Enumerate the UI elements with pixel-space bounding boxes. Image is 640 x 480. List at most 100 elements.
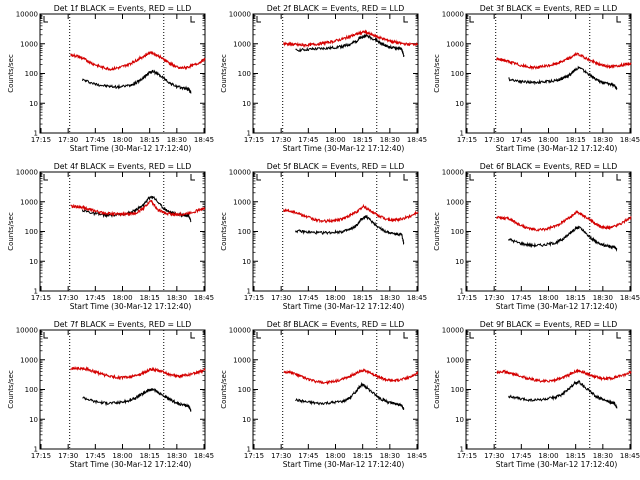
x-tick-label: 18:15 — [353, 452, 373, 460]
y-tick-label: 1 — [34, 130, 38, 138]
x-tick-label: 17:45 — [511, 136, 531, 144]
x-tick-label: 18:15 — [140, 452, 160, 460]
y-tick-label: 10 — [455, 416, 464, 424]
y-tick-label: 10000 — [442, 169, 464, 177]
x-tick-label: 17:45 — [85, 136, 105, 144]
detector-panel-9: Det 9f BLACK = Events, RED = LLD 1 10 100 10… — [433, 320, 640, 469]
detector-panel-7: Det 7f BLACK = Events, RED = LLD 1 10 100 10… — [7, 320, 214, 469]
y-tick-label: 100 — [25, 70, 38, 78]
y-tick-label: 1000 — [446, 356, 464, 364]
x-tick-label: 18:00 — [538, 136, 558, 144]
x-tick-label: 17:30 — [484, 452, 504, 460]
x-tick-label: 17:30 — [58, 294, 78, 302]
events-series-line — [508, 225, 618, 252]
x-tick-label: 18:45 — [194, 294, 214, 302]
x-tick-label: 17:45 — [298, 136, 318, 144]
x-tick-label: 17:45 — [85, 452, 105, 460]
y-tick-label: 10 — [455, 100, 464, 108]
x-axis-label: Start Time (30-Mar-12 17:12:40) — [283, 144, 405, 153]
y-tick-label: 1 — [247, 446, 251, 454]
y-tick-label: 10 — [455, 258, 464, 266]
plot-frame — [39, 329, 206, 450]
y-tick-label: 10000 — [229, 169, 251, 177]
x-tick-label: 17:30 — [271, 452, 291, 460]
plot-frame — [465, 329, 632, 450]
x-tick-label: 17:15 — [457, 452, 477, 460]
x-axis-label: Start Time (30-Mar-12 17:12:40) — [496, 460, 618, 469]
plot-frame — [39, 13, 206, 134]
detector-panel-4: Det 4f BLACK = Events, RED = LLD 1 10 100 10… — [7, 162, 214, 311]
y-tick-label: 100 — [238, 228, 251, 236]
x-tick-label: 17:15 — [31, 452, 51, 460]
x-tick-label: 18:00 — [325, 294, 345, 302]
y-tick-label: 1000 — [20, 198, 38, 206]
y-tick-label: 1000 — [20, 40, 38, 48]
corner-marker — [256, 332, 261, 339]
events-series-line — [294, 214, 405, 246]
plot-frame — [252, 329, 419, 450]
y-tick-label: 10 — [29, 100, 38, 108]
x-tick-label: 18:45 — [407, 452, 427, 460]
y-axis-label: Counts/sec — [433, 370, 441, 409]
panel-title: Det 3f BLACK = Events, RED = LLD — [480, 4, 618, 13]
detector-panel-6: Det 6f BLACK = Events, RED = LLD 1 10 100 10… — [433, 162, 640, 311]
panel-title: Det 4f BLACK = Events, RED = LLD — [54, 162, 192, 171]
y-tick-label: 100 — [451, 386, 464, 394]
y-tick-label: 10 — [242, 258, 251, 266]
y-tick-label: 10000 — [16, 11, 38, 19]
x-tick-label: 18:30 — [167, 294, 187, 302]
corner-marker — [43, 332, 48, 339]
plot-frame — [465, 13, 632, 134]
x-tick-label: 17:30 — [271, 294, 291, 302]
y-tick-label: 10 — [29, 258, 38, 266]
x-axis-label: Start Time (30-Mar-12 17:12:40) — [283, 302, 405, 311]
lld-series-line — [283, 203, 419, 224]
x-axis-label: Start Time (30-Mar-12 17:12:40) — [496, 302, 618, 311]
x-tick-label: 18:00 — [538, 294, 558, 302]
lld-series-line — [496, 51, 632, 71]
x-tick-label: 18:45 — [194, 136, 214, 144]
events-series-line — [81, 69, 192, 94]
plot-frame — [39, 171, 206, 292]
x-tick-label: 18:45 — [407, 136, 427, 144]
corner-marker — [256, 174, 261, 181]
x-tick-label: 18:15 — [140, 136, 160, 144]
x-tick-label: 18:30 — [167, 136, 187, 144]
x-tick-label: 18:15 — [140, 294, 160, 302]
x-tick-label: 17:45 — [85, 294, 105, 302]
corner-marker — [190, 16, 195, 23]
x-tick-label: 18:15 — [566, 452, 586, 460]
y-axis-label: Counts/sec — [220, 370, 228, 409]
y-tick-label: 10000 — [442, 11, 464, 19]
x-axis-label: Start Time (30-Mar-12 17:12:40) — [70, 144, 192, 153]
x-tick-label: 17:30 — [271, 136, 291, 144]
y-axis-label: Counts/sec — [433, 54, 441, 93]
y-tick-label: 1 — [34, 446, 38, 454]
x-tick-label: 17:45 — [511, 294, 531, 302]
corner-marker — [190, 174, 195, 181]
x-tick-label: 17:15 — [457, 136, 477, 144]
y-tick-label: 10000 — [229, 11, 251, 19]
x-tick-label: 18:30 — [380, 136, 400, 144]
x-tick-label: 18:00 — [325, 452, 345, 460]
detector-panel-8: Det 8f BLACK = Events, RED = LLD 1 10 100 10… — [220, 320, 427, 469]
y-tick-label: 1000 — [233, 40, 251, 48]
x-tick-label: 17:15 — [244, 294, 264, 302]
y-tick-label: 1 — [247, 288, 251, 296]
x-axis-label: Start Time (30-Mar-12 17:12:40) — [496, 144, 618, 153]
x-tick-label: 17:45 — [298, 294, 318, 302]
events-series-line — [82, 387, 192, 413]
events-series-line — [295, 381, 405, 410]
x-tick-label: 17:15 — [31, 136, 51, 144]
x-tick-label: 17:45 — [298, 452, 318, 460]
x-tick-label: 18:00 — [112, 294, 132, 302]
y-tick-label: 1000 — [233, 356, 251, 364]
x-tick-label: 17:15 — [244, 452, 264, 460]
lld-series-line — [283, 368, 419, 386]
y-tick-label: 10 — [242, 416, 251, 424]
y-tick-label: 1 — [460, 446, 464, 454]
y-tick-label: 1000 — [233, 198, 251, 206]
detector-panel-1: Det 1f BLACK = Events, RED = LLD 1 10 100 10… — [7, 4, 214, 153]
x-tick-label: 18:00 — [325, 136, 345, 144]
